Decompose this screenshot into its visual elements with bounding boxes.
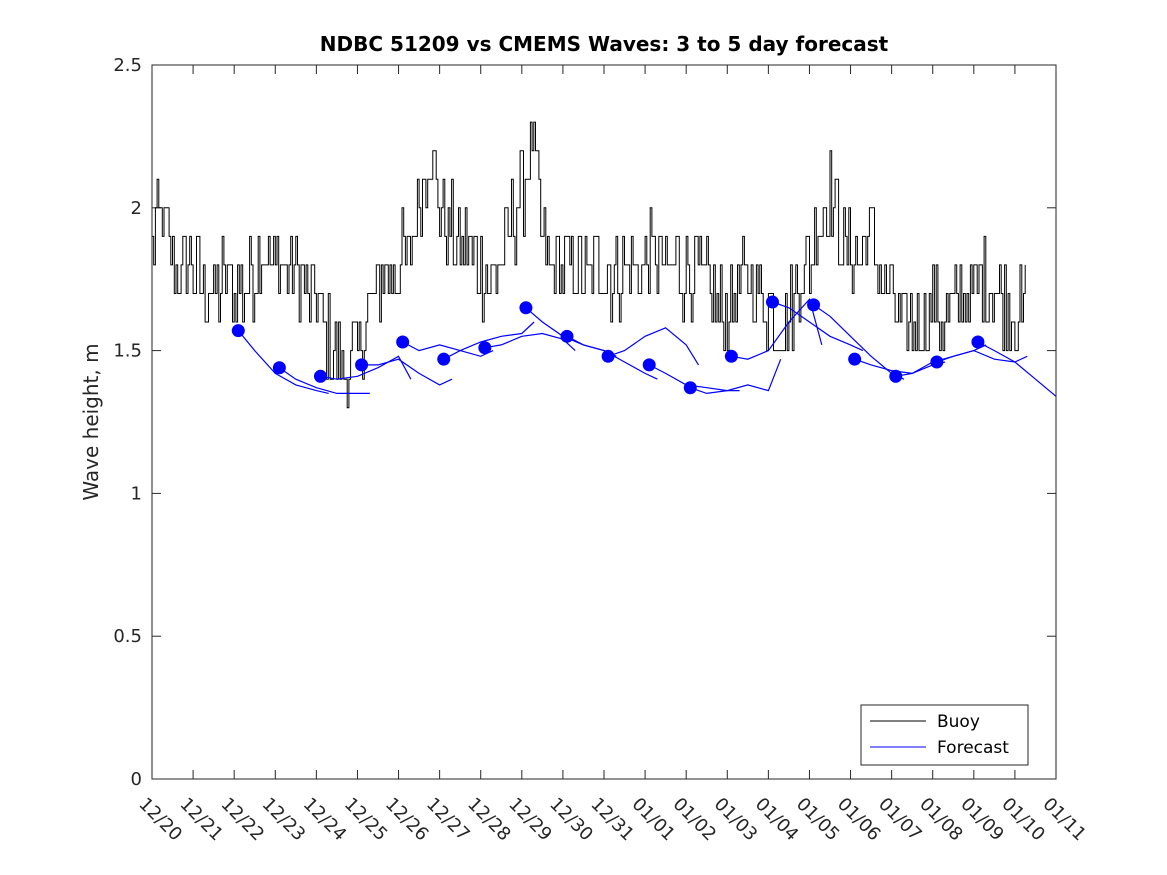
x-tick-label: 01/11 — [1038, 794, 1090, 846]
forecast-marker — [478, 341, 492, 355]
forecast-line — [895, 344, 987, 377]
x-tick-label: 12/31 — [586, 794, 638, 846]
forecast-marker — [889, 369, 903, 383]
forecast-line — [607, 327, 700, 366]
x-tick-label: 12/28 — [463, 794, 515, 846]
forecast-marker — [807, 298, 821, 312]
y-tick-label: 2 — [131, 198, 142, 219]
x-tick-label: 12/25 — [340, 794, 392, 846]
x-tick-label: 01/10 — [997, 794, 1049, 846]
legend-box — [860, 704, 1029, 766]
y-tick-label: 0 — [131, 769, 142, 790]
forecast-line — [237, 330, 329, 394]
x-tick-label: 12/20 — [134, 794, 186, 846]
forecast-marker — [683, 381, 697, 395]
x-tick-label: 12/27 — [422, 794, 474, 846]
forecast-marker — [724, 349, 738, 363]
forecast-marker — [765, 295, 779, 309]
forecast-marker — [396, 335, 410, 349]
forecast-series — [237, 297, 1057, 397]
y-tick-label: 0.5 — [113, 626, 142, 647]
x-tick-label: 01/05 — [792, 794, 844, 846]
legend-buoy-label: Buoy — [937, 712, 980, 732]
x-tick-label: 12/30 — [545, 794, 597, 846]
x-tick-labels: 12/2012/2112/2212/2312/2412/2512/2612/27… — [134, 794, 1090, 846]
chart-title: NDBC 51209 vs CMEMS Waves: 3 to 5 day fo… — [320, 32, 889, 56]
forecast-marker — [355, 358, 369, 372]
forecast-marker — [231, 324, 245, 338]
plot-frame — [151, 64, 1057, 780]
forecast-marker — [272, 361, 286, 375]
x-tick-label: 01/01 — [628, 794, 680, 846]
y-tick-label: 1.5 — [113, 341, 142, 362]
forecast-line — [690, 358, 782, 395]
forecast-line — [772, 301, 864, 352]
legend: Buoy Forecast — [860, 704, 1029, 766]
forecast-marker — [971, 335, 985, 349]
x-tick-label: 01/06 — [833, 794, 885, 846]
y-tick-label: 2.5 — [113, 55, 142, 76]
legend-forecast-label: Forecast — [937, 738, 1009, 758]
x-tick-label: 12/22 — [217, 794, 269, 846]
forecast-marker — [601, 349, 615, 363]
forecast-marker — [930, 355, 944, 369]
forecast-marker — [642, 358, 656, 372]
forecast-line — [443, 321, 535, 360]
forecast-line — [402, 341, 494, 357]
forecast-marker — [848, 352, 862, 366]
forecast-line — [279, 367, 370, 394]
x-tick-label: 01/04 — [751, 794, 803, 846]
forecast-line — [936, 349, 1028, 363]
x-tick-label: 12/24 — [299, 794, 351, 846]
forecast-marker — [313, 369, 327, 383]
buoy-line — [152, 121, 1026, 409]
x-tick-label: 12/21 — [176, 794, 228, 846]
forecast-marker — [560, 329, 574, 343]
forecast-line — [361, 358, 453, 386]
x-tick-label: 01/03 — [710, 794, 762, 846]
plot-background — [152, 65, 1056, 779]
x-tick-label: 12/23 — [258, 794, 310, 846]
x-tick-label: 12/26 — [381, 794, 433, 846]
forecast-markers — [231, 295, 985, 395]
x-tick-label: 01/09 — [956, 794, 1008, 846]
x-tick-label: 01/02 — [669, 794, 721, 846]
y-axis-label: Wave height, m — [79, 343, 103, 500]
forecast-line — [977, 341, 1057, 397]
x-tick-label: 01/07 — [874, 794, 926, 846]
x-tick-label: 12/29 — [504, 794, 556, 846]
x-tick-label: 01/08 — [915, 794, 967, 846]
forecast-marker — [519, 301, 533, 315]
buoy-series — [152, 121, 1026, 409]
y-tick-labels: 0 0.5 1 1.5 2 2.5 — [113, 55, 142, 790]
y-tick-label: 1 — [131, 483, 142, 504]
forecast-marker — [437, 352, 451, 366]
